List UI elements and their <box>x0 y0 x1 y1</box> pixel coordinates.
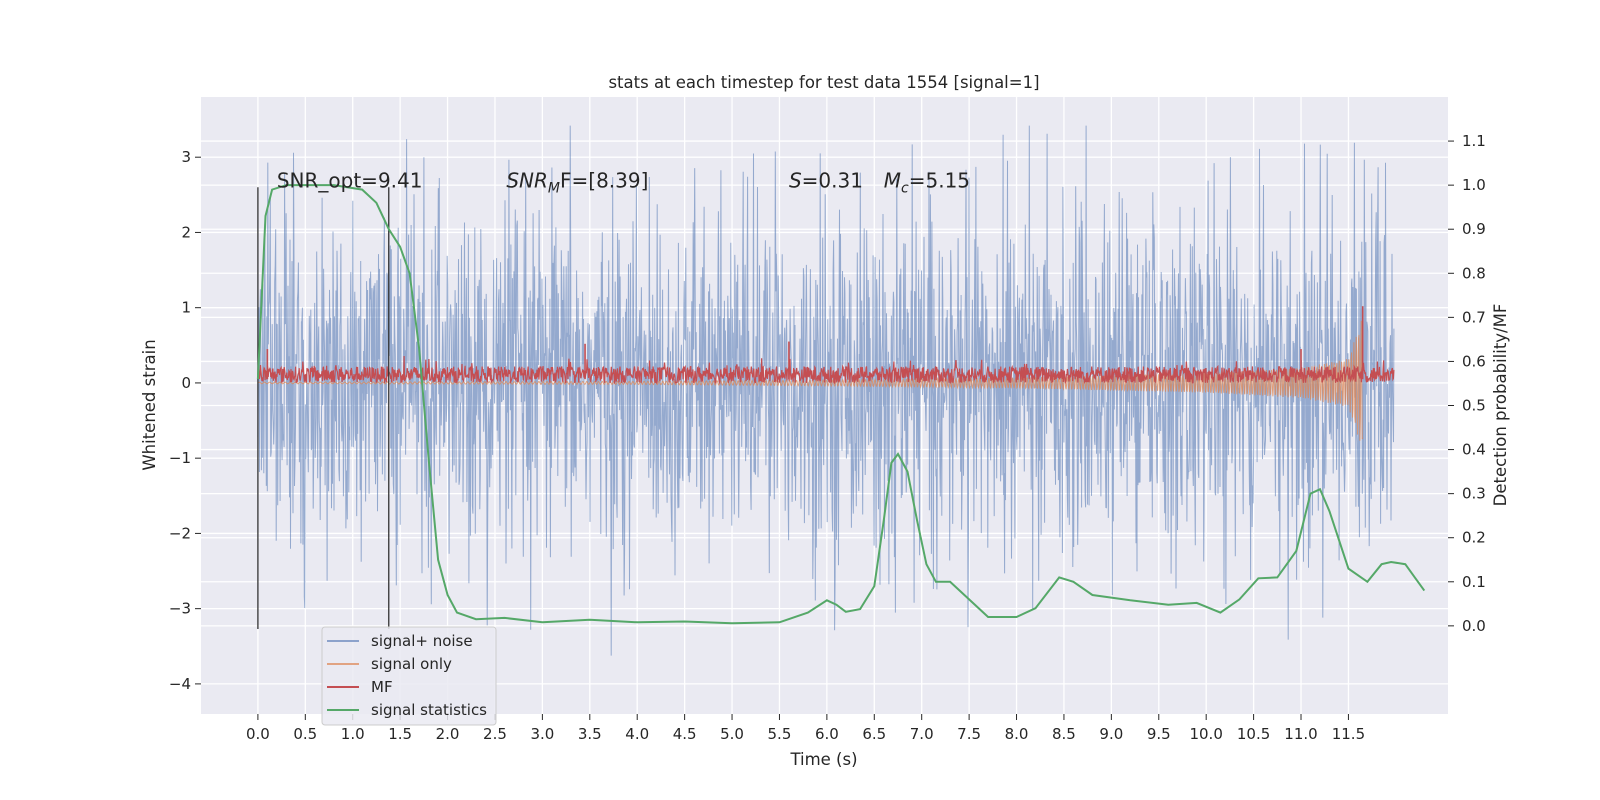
y-right-tick-label: 0.6 <box>1462 352 1486 370</box>
x-tick-label: 10.0 <box>1189 725 1222 743</box>
chart-title: stats at each timestep for test data 155… <box>608 73 1039 92</box>
x-tick-label: 10.5 <box>1237 725 1270 743</box>
x-tick-label: 1.5 <box>388 725 412 743</box>
y-right-tick-label: 0.8 <box>1462 264 1486 282</box>
x-tick-label: 2.0 <box>436 725 460 743</box>
y-right-tick-label: 0.2 <box>1462 529 1486 547</box>
x-tick-label: 6.0 <box>815 725 839 743</box>
legend-box <box>321 626 497 726</box>
y-right-tick-label: 0.5 <box>1462 397 1486 415</box>
y-tick-label: 1 <box>181 299 191 317</box>
y-right-tick-label: 1.0 <box>1462 176 1486 194</box>
y-right-tick-label: 0.3 <box>1462 485 1486 503</box>
y-axis-label-right: Detection probability/MF <box>1491 304 1510 507</box>
y-tick-label: 0 <box>181 374 191 392</box>
signal-only-line <box>257 320 1364 441</box>
x-tick-label: 3.0 <box>530 725 554 743</box>
x-tick-label: 11.5 <box>1332 725 1365 743</box>
x-tick-label: 7.5 <box>957 725 981 743</box>
x-tick-label: 4.5 <box>673 725 697 743</box>
annotation-text: SNR_opt=9.41 <box>277 168 423 192</box>
signal-statistics-line <box>256 184 1426 625</box>
legend: signal+ noise signal only MF signal statist… <box>321 626 497 726</box>
x-tick-label: 5.5 <box>768 725 792 743</box>
annotations: SNR_opt=9.41 SNRMF=[8.39] S=0.31 Mc=5.15 <box>277 168 970 196</box>
x-tick-label: 9.5 <box>1147 725 1171 743</box>
y-tick-label: −1 <box>169 449 191 467</box>
annotation-text: S=0.31 <box>789 168 863 192</box>
y-tick-label: −4 <box>169 675 191 693</box>
y-right-tick-label: 0.9 <box>1462 220 1486 238</box>
x-tick-label: 0.5 <box>293 725 317 743</box>
y-tick-label: 3 <box>181 148 191 166</box>
legend-label: signal only <box>371 655 452 673</box>
x-tick-label: 3.5 <box>578 725 602 743</box>
mf-line <box>257 355 1395 385</box>
y-right-tick-label: 0.1 <box>1462 573 1486 591</box>
series-layer <box>256 125 1426 656</box>
x-tick-label: 11.0 <box>1284 725 1317 743</box>
x-tick-label: 5.0 <box>720 725 744 743</box>
y-tick-label: 2 <box>181 223 191 241</box>
y-right-tick-label: 0.0 <box>1462 617 1486 635</box>
annotation-text: SNRMF=[8.39] <box>506 168 648 196</box>
x-tick-label: 8.0 <box>1005 725 1029 743</box>
legend-label: MF <box>371 678 393 696</box>
x-tick-label: 6.5 <box>862 725 886 743</box>
legend-label: signal+ noise <box>371 632 473 650</box>
y-axis-label: Whitened strain <box>140 339 159 470</box>
y-right-tick-label: 0.7 <box>1462 308 1486 326</box>
x-tick-label: 8.5 <box>1052 725 1076 743</box>
x-tick-label: 4.0 <box>625 725 649 743</box>
y-tick-label: −2 <box>169 524 191 542</box>
legend-label: signal statistics <box>371 701 487 719</box>
x-tick-label: 0.0 <box>246 725 270 743</box>
x-tick-label: 7.0 <box>910 725 934 743</box>
x-tick-label: 9.0 <box>1099 725 1123 743</box>
y-right-tick-label: 0.4 <box>1462 441 1486 459</box>
annotation-text: Mc=5.15 <box>884 168 970 196</box>
x-tick-label: 2.5 <box>483 725 507 743</box>
signal-noise-line <box>257 125 1395 656</box>
x-axis-label: Time (s) <box>789 750 857 769</box>
y-tick-label: −3 <box>169 600 191 618</box>
x-tick-label: 1.0 <box>341 725 365 743</box>
grid <box>201 97 1448 714</box>
y-right-tick-label: 1.1 <box>1462 132 1486 150</box>
